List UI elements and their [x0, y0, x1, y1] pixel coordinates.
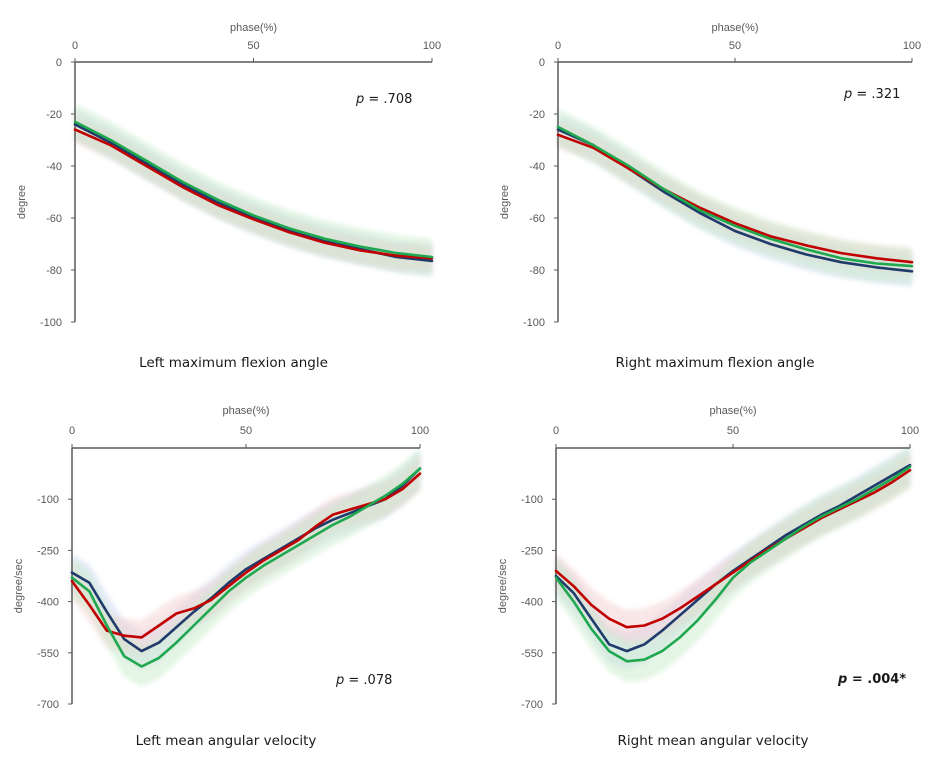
x-tick-label: 0 — [72, 40, 78, 52]
p-value-text: = .321 — [852, 87, 900, 102]
p-value-symbol: p — [843, 87, 852, 102]
y-tick-label: -40 — [46, 161, 62, 173]
series-2-sd-band — [72, 448, 420, 687]
y-tick-label: -100 — [37, 494, 59, 506]
y-tick-label: -100 — [40, 317, 62, 329]
chart-left-angular-velocity: 0 50 100 phase(%) -100 -250 -400 -550 -700 degree… — [13, 405, 429, 749]
p-value-text: = .078 — [344, 673, 392, 688]
y-tick-label: -400 — [521, 597, 543, 609]
series-1-line — [70, 472, 422, 639]
series-1-line — [556, 133, 914, 264]
series-2-sd-band — [558, 108, 912, 285]
y-tick-label: -60 — [46, 213, 62, 225]
series-1-line — [73, 128, 434, 260]
x-tick-label: 100 — [903, 40, 921, 52]
p-value-annotation: p = .321 — [843, 87, 900, 102]
p-value-text: = .708 — [364, 92, 412, 107]
chart-left-max-flexion: 0 50 100 phase(%) 0 -20 -40 -60 -80 -100 degree p =… — [16, 22, 441, 371]
x-axis-title: phase(%) — [230, 22, 277, 34]
y-tick-label: -550 — [521, 648, 543, 660]
p-value-symbol: p — [837, 672, 847, 687]
y-tick-label: -100 — [523, 317, 545, 329]
y-axis-title: degree/sec — [497, 558, 509, 613]
chart-caption: Right mean angular velocity — [618, 733, 809, 749]
series-2-sd-band — [75, 103, 432, 276]
y-tick-label: -250 — [37, 545, 59, 557]
x-tick-label: 0 — [69, 425, 75, 437]
y-tick-label: -100 — [521, 494, 543, 506]
series-1-line — [554, 468, 912, 629]
chart-caption: Right maximum flexion angle — [615, 355, 814, 371]
x-tick-label: 100 — [423, 40, 441, 52]
chart-right-max-flexion: 0 50 100 phase(%) 0 -20 -40 -60 -80 -100 degree p =… — [499, 22, 921, 371]
y-axis-title: degree — [499, 185, 511, 219]
series-2-sd-band — [556, 446, 910, 682]
y-tick-label: -550 — [37, 648, 59, 660]
p-value-text: = .004* — [847, 672, 906, 687]
series-2-line — [554, 465, 912, 663]
y-tick-label: -400 — [37, 597, 59, 609]
y-axis-title: degree — [16, 185, 28, 219]
p-value-annotation: p = .708 — [355, 92, 412, 107]
series-0-line — [554, 463, 912, 653]
series-2-line — [73, 120, 434, 259]
y-tick-label: -700 — [37, 699, 59, 711]
x-tick-label: 50 — [247, 40, 259, 52]
y-tick-label: -20 — [529, 109, 545, 121]
y-tick-label: -60 — [529, 213, 545, 225]
p-value-symbol: p — [335, 673, 344, 688]
series-2-line — [70, 467, 422, 668]
p-value-symbol: p — [355, 92, 364, 107]
y-tick-label: -700 — [521, 699, 543, 711]
chart-caption: Left mean angular velocity — [136, 733, 317, 749]
x-tick-label: 100 — [411, 425, 429, 437]
y-tick-label: -80 — [46, 265, 62, 277]
x-tick-label: 50 — [727, 425, 739, 437]
x-tick-label: 100 — [901, 425, 919, 437]
y-tick-label: -20 — [46, 109, 62, 121]
y-tick-label: 0 — [56, 57, 62, 69]
p-value-annotation: p = .004* — [837, 672, 906, 687]
y-tick-label: 0 — [539, 57, 545, 69]
chart-right-angular-velocity: 0 50 100 phase(%) -100 -250 -400 -550 -700 degree… — [497, 405, 919, 749]
x-tick-label: 0 — [553, 425, 559, 437]
x-tick-label: 50 — [729, 40, 741, 52]
chart-caption: Left maximum flexion angle — [139, 355, 328, 371]
y-tick-label: -250 — [521, 545, 543, 557]
x-tick-label: 0 — [555, 40, 561, 52]
y-tick-label: -40 — [529, 161, 545, 173]
x-axis-title: phase(%) — [709, 405, 756, 417]
x-axis-title: phase(%) — [711, 22, 758, 34]
x-axis-title: phase(%) — [222, 405, 269, 417]
p-value-annotation: p = .078 — [335, 673, 392, 688]
y-axis-title: degree/sec — [13, 558, 25, 613]
series-2-line — [556, 125, 914, 268]
x-tick-label: 50 — [240, 425, 252, 437]
y-tick-label: -80 — [529, 265, 545, 277]
